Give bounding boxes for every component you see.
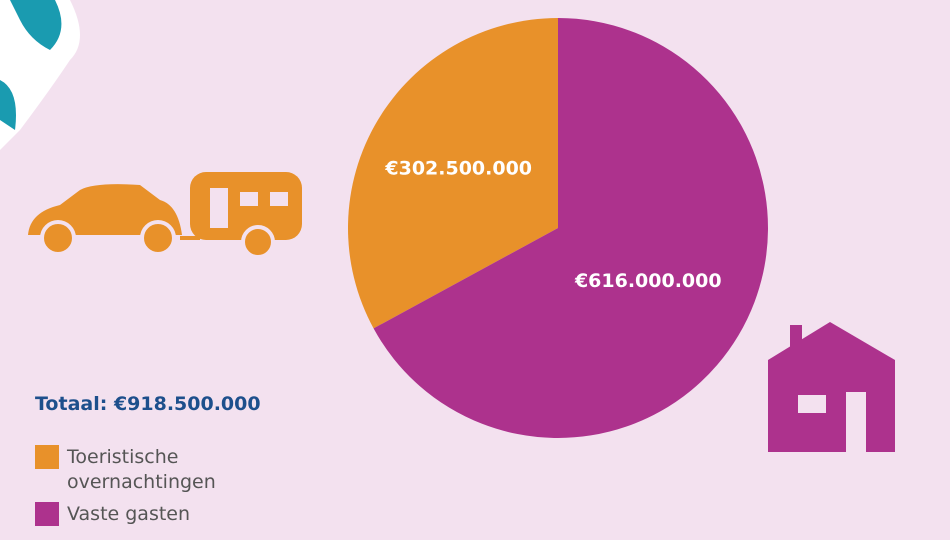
house-icon [768, 322, 895, 452]
legend-label: Toeristische overnachtingen [66, 446, 216, 493]
slice-label: €302.500.000 [384, 158, 532, 180]
slice-label: €616.000.000 [574, 270, 722, 292]
car-caravan-icon [28, 172, 302, 259]
pie-slice [348, 18, 558, 329]
legend-swatch [35, 445, 59, 469]
legend-swatch [35, 502, 59, 526]
legend-label: Vaste gasten [67, 503, 190, 525]
total: Totaal: €918.500.000 [35, 393, 261, 415]
pie-slice [373, 18, 768, 438]
decoration [0, 0, 80, 150]
